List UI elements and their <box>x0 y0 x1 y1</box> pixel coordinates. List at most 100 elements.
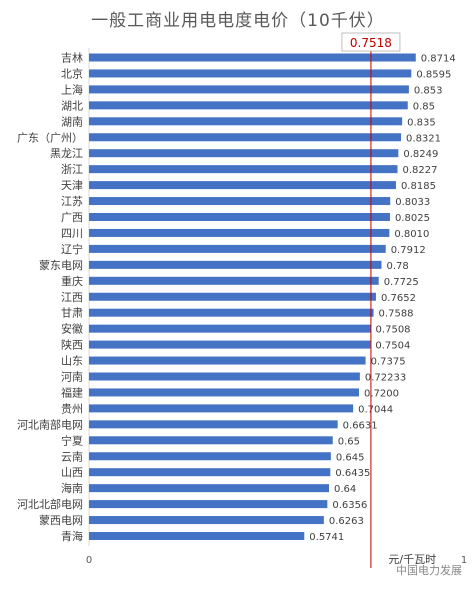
bar <box>89 292 376 301</box>
bar <box>89 149 399 158</box>
category-label: 宁夏 <box>61 433 83 447</box>
data-label: 0.7588 <box>379 309 414 320</box>
category-label: 贵州 <box>61 402 83 415</box>
category-label: 北京 <box>61 66 83 80</box>
unit-label: 元/千瓦时 <box>388 553 436 566</box>
category-label: 四川 <box>61 227 83 240</box>
x-tick-label: 1 <box>461 555 467 566</box>
bar <box>89 213 390 221</box>
category-label: 天津 <box>61 179 83 192</box>
data-label: 0.64 <box>334 484 356 495</box>
reference-label-box <box>341 32 401 52</box>
data-label: 0.8714 <box>421 54 456 65</box>
bar <box>89 165 398 174</box>
bar <box>89 228 390 237</box>
chart-title: 一般工商业用电电度电价（10千伏） <box>91 11 385 31</box>
category-label: 蒙西电网 <box>39 514 83 527</box>
data-label: 0.8249 <box>403 149 438 160</box>
bar <box>89 117 403 126</box>
data-label: 0.78 <box>387 261 409 272</box>
category-label: 河南 <box>61 371 83 384</box>
data-label: 0.7912 <box>391 245 426 256</box>
category-label: 广东（广州） <box>17 131 83 144</box>
data-label: 0.8033 <box>395 197 430 208</box>
data-label: 0.853 <box>414 85 443 96</box>
category-label: 江西 <box>61 291 83 304</box>
bar <box>89 532 305 540</box>
data-label: 0.65 <box>338 436 360 447</box>
data-label: 0.7725 <box>384 277 419 288</box>
data-label: 0.5741 <box>309 532 344 543</box>
x-tick-label: 0 <box>86 555 92 566</box>
bar <box>89 516 324 525</box>
data-label: 0.7200 <box>364 388 399 399</box>
data-label: 0.645 <box>336 452 365 463</box>
category-label: 吉林 <box>61 51 83 65</box>
category-label: 青海 <box>61 529 83 543</box>
bar <box>89 308 374 317</box>
category-label: 湖北 <box>61 99 83 112</box>
bar <box>89 372 360 381</box>
data-label: 0.6263 <box>329 516 364 527</box>
category-label: 甘肃 <box>61 307 83 320</box>
category-label: 河北南部电网 <box>17 417 83 431</box>
bar <box>89 500 328 509</box>
data-label: 0.8025 <box>395 213 430 224</box>
data-label: 0.7044 <box>358 404 393 415</box>
data-label: 0.6356 <box>332 500 367 511</box>
bar <box>89 181 396 190</box>
data-label: 0.72233 <box>365 373 406 384</box>
bar <box>89 69 412 78</box>
category-label: 蒙东电网 <box>39 259 83 272</box>
category-label: 湖南 <box>61 115 83 128</box>
bar <box>89 101 408 110</box>
bar <box>89 388 359 397</box>
bar <box>89 276 379 285</box>
data-label: 0.8185 <box>401 181 436 192</box>
category-label: 云南 <box>61 450 83 463</box>
category-label: 海南 <box>61 481 83 495</box>
data-label: 0.7375 <box>371 357 406 368</box>
bar <box>89 53 416 62</box>
bar <box>89 340 371 349</box>
data-label: 0.8595 <box>416 69 451 80</box>
bar <box>89 356 366 365</box>
data-label: 0.6435 <box>335 468 370 479</box>
bar <box>89 484 329 493</box>
data-label: 0.6631 <box>343 420 378 431</box>
data-label: 0.8010 <box>394 229 429 240</box>
reference-label: 0.7518 <box>350 36 392 50</box>
category-label: 山西 <box>61 466 83 479</box>
category-label: 黑龙江 <box>50 147 83 160</box>
category-label: 广西 <box>61 211 83 224</box>
category-label: 福建 <box>61 385 83 399</box>
data-label: 0.835 <box>407 117 436 128</box>
data-label: 0.8321 <box>406 133 441 144</box>
bar <box>89 404 354 413</box>
data-label: 0.85 <box>413 101 435 112</box>
category-label: 河北北部电网 <box>17 497 83 511</box>
bar <box>89 244 386 253</box>
category-label: 浙江 <box>61 163 83 176</box>
data-label: 0.7508 <box>376 325 411 336</box>
bar <box>89 420 338 429</box>
bar <box>89 197 391 206</box>
bar <box>89 260 382 269</box>
category-label: 江苏 <box>61 195 83 208</box>
bar <box>89 133 402 142</box>
bar <box>89 436 333 445</box>
category-label: 辽宁 <box>61 242 83 256</box>
watermark-text: 中国电力发展 <box>396 564 462 577</box>
category-label: 上海 <box>61 82 83 96</box>
data-label: 0.8227 <box>403 165 438 176</box>
bar <box>89 452 331 461</box>
bar <box>89 85 409 94</box>
category-label: 安徽 <box>61 322 83 336</box>
category-label: 山东 <box>61 355 83 368</box>
bar <box>89 468 331 477</box>
category-label: 重庆 <box>61 274 83 288</box>
data-label: 0.7652 <box>381 293 416 304</box>
data-label: 0.7504 <box>375 341 410 352</box>
category-label: 陕西 <box>61 338 83 352</box>
